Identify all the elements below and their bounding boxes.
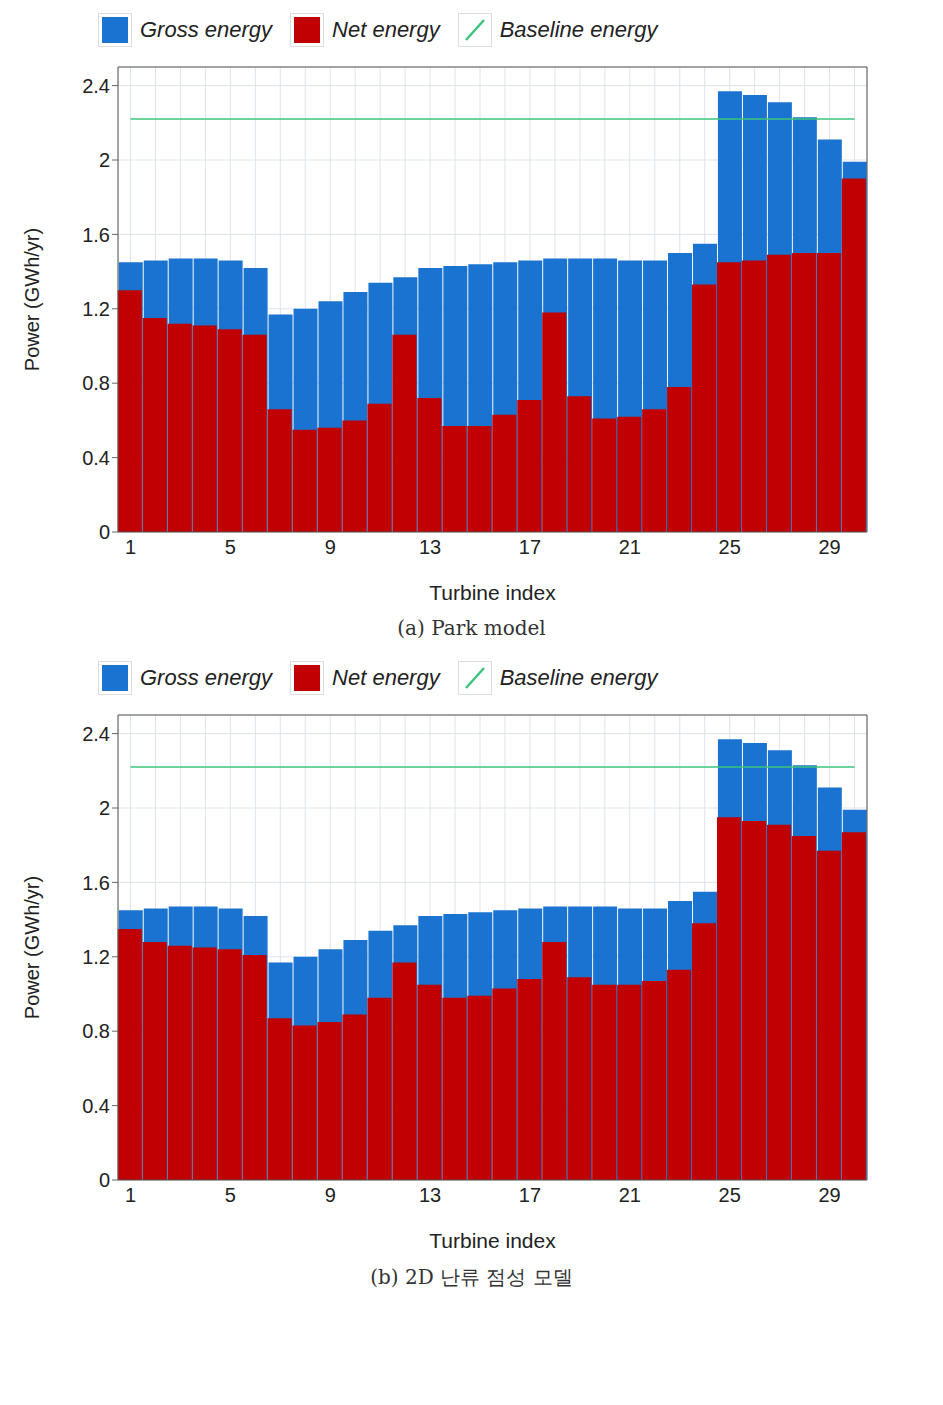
html-text:Baseline energy: Baseline energy [499,17,658,42]
html-text:(b) 2D 난류 점성 모델: (b) 2D 난류 점성 모델 [370,1265,573,1289]
html-text:Gross energy: Gross energy [140,665,273,690]
svg-text:1: 1 [125,536,136,558]
svg-text:Turbine index: Turbine index [429,581,556,604]
svg-text:1: 1 [125,1184,136,1206]
svg-text:1.6: 1.6 [82,872,110,894]
svg-text:2: 2 [99,797,110,819]
svg-text:1.6: 1.6 [82,224,110,246]
svg-text:0.4: 0.4 [82,1095,110,1117]
html-text:Gross energy: Gross energy [140,17,273,42]
svg-text:9: 9 [325,536,336,558]
svg-text:5: 5 [225,1184,236,1206]
svg-text:29: 29 [818,1184,840,1206]
svg-text:1.2: 1.2 [82,946,110,968]
svg-text:21: 21 [619,536,641,558]
svg-text:1.2: 1.2 [82,298,110,320]
svg-text:0.8: 0.8 [82,372,110,394]
html-text:Net energy: Net energy [332,665,440,690]
svg-text:2.4: 2.4 [82,723,110,745]
svg-text:0: 0 [99,521,110,543]
html-text:Baseline energy: Baseline energy [499,665,658,690]
svg-text:25: 25 [719,536,741,558]
svg-text:17: 17 [519,536,541,558]
svg-text:Power (GWh/yr): Power (GWh/yr) [21,228,43,371]
svg-text:5: 5 [225,536,236,558]
svg-text:0.4: 0.4 [82,447,110,469]
svg-text:2: 2 [99,149,110,171]
svg-text:Power (GWh/yr): Power (GWh/yr) [21,876,43,1019]
svg-text:29: 29 [818,536,840,558]
svg-text:0.8: 0.8 [82,1020,110,1042]
svg-text:2.4: 2.4 [82,75,110,97]
svg-text:9: 9 [325,1184,336,1206]
html-text:Net energy: Net energy [332,17,440,42]
svg-text:25: 25 [719,1184,741,1206]
svg-text:17: 17 [519,1184,541,1206]
svg-text:Turbine index: Turbine index [429,1229,556,1252]
svg-text:21: 21 [619,1184,641,1206]
svg-text:13: 13 [419,1184,441,1206]
svg-text:13: 13 [419,536,441,558]
svg-text:0: 0 [99,1169,110,1191]
html-text:(a) Park model: (a) Park model [397,616,546,640]
